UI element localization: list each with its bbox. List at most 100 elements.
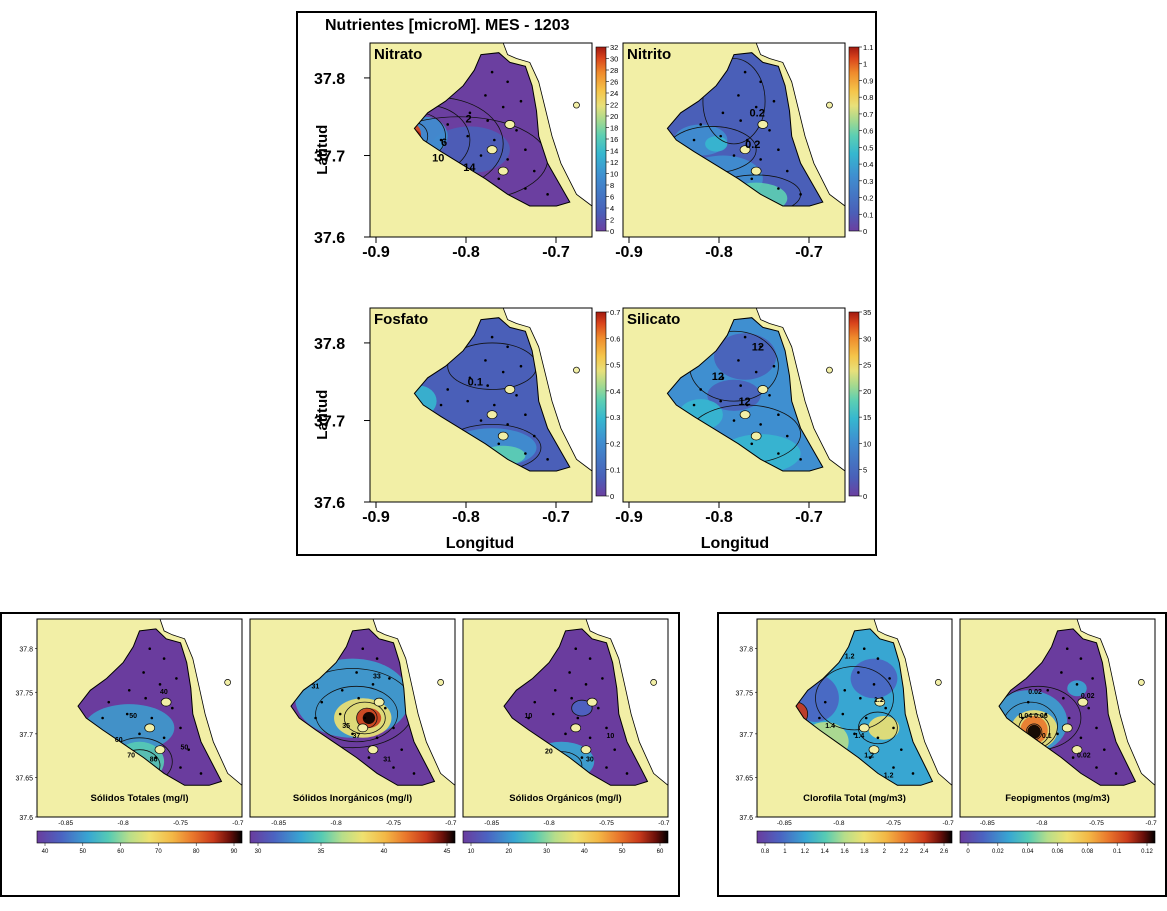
y-axis-label: Latitud bbox=[314, 125, 331, 175]
y-tick-label: 37.8 bbox=[19, 647, 33, 654]
panel-label: Feopigmentos (mg/m3) bbox=[1005, 793, 1110, 804]
coastline bbox=[873, 618, 953, 786]
panel-0: 40 50 60 70 80 50 Sólidos Totales (mg/l) -0.85 -… bbox=[36, 618, 244, 855]
station-dot bbox=[439, 403, 443, 407]
station-dot bbox=[506, 158, 509, 161]
station-dot bbox=[746, 403, 749, 407]
station-dot bbox=[392, 726, 395, 730]
solids-figure: 37.8 37.75 37.7 37.65 37.6 40 50 60 70 80 50 Sólido… bbox=[0, 612, 680, 897]
field-blob bbox=[414, 116, 448, 156]
x-tick-label: -0.8 bbox=[705, 244, 733, 261]
station-dot bbox=[1075, 683, 1079, 686]
field-blob bbox=[707, 379, 761, 411]
island bbox=[504, 120, 516, 129]
station-dot bbox=[1079, 657, 1083, 660]
station-dot bbox=[355, 671, 358, 674]
station-dot bbox=[911, 772, 915, 775]
station-dot bbox=[363, 716, 367, 720]
island bbox=[573, 366, 580, 374]
station-dot bbox=[605, 726, 608, 730]
station-dot bbox=[412, 772, 416, 775]
colorbar-tick-label: 1 bbox=[783, 849, 787, 855]
colorbar-tick-label: 0.1 bbox=[863, 210, 873, 219]
station-dot bbox=[101, 716, 104, 720]
contour-label: 12 bbox=[712, 371, 724, 383]
colorbar-tick-label: 25 bbox=[863, 361, 871, 370]
station-dot bbox=[580, 756, 584, 759]
colorbar-tick-label: 24 bbox=[610, 89, 618, 98]
contour-label: 80 bbox=[150, 757, 158, 764]
colorbar-tick-label: 0.04 bbox=[1022, 849, 1034, 855]
station-dot bbox=[613, 748, 616, 751]
contour-label: 1.4 bbox=[855, 733, 865, 740]
station-dot bbox=[892, 766, 895, 769]
colorbar-tick-label: 0.6 bbox=[610, 334, 620, 343]
station-dot bbox=[490, 335, 494, 339]
contour-line bbox=[815, 666, 894, 731]
colorbar-tick-label: 2.6 bbox=[940, 849, 949, 855]
panel-label: Sólidos Totales (mg/l) bbox=[91, 793, 189, 804]
station-dot bbox=[777, 187, 780, 190]
colorbar-tick-label: 26 bbox=[610, 78, 618, 87]
colorbar-tick-label: 6 bbox=[610, 193, 614, 202]
contour-line bbox=[857, 711, 898, 745]
station-dot bbox=[497, 177, 501, 181]
station-dot bbox=[876, 657, 880, 660]
colorbar-tick-label: 50 bbox=[79, 849, 86, 855]
station-dot bbox=[519, 99, 523, 103]
panel-border bbox=[369, 307, 593, 503]
contour-label: 0.02 bbox=[1077, 753, 1091, 760]
station-dot bbox=[868, 756, 872, 759]
colorbar-tick-label: 0 bbox=[966, 849, 970, 855]
x-axis-label: Longitud bbox=[446, 535, 514, 552]
x-tick-label: -0.7 bbox=[658, 820, 670, 827]
x-tick-label: -0.75 bbox=[386, 820, 401, 827]
station-dot bbox=[568, 671, 571, 674]
x-tick-label: -0.75 bbox=[599, 820, 614, 827]
station-dot bbox=[862, 647, 866, 650]
station-dot bbox=[750, 442, 754, 446]
colorbar-tick-label: 0.6 bbox=[863, 127, 873, 136]
station-dot bbox=[340, 688, 344, 692]
station-dot bbox=[818, 716, 821, 720]
station-dot bbox=[859, 696, 862, 700]
x-tick-label: -0.7 bbox=[942, 820, 954, 827]
panel-border bbox=[462, 618, 669, 818]
station-dot bbox=[553, 688, 557, 692]
contour-label: 2 bbox=[465, 114, 471, 126]
colorbar-tick-label: 0.02 bbox=[992, 849, 1004, 855]
station-dot bbox=[721, 111, 725, 115]
x-axis-label: Longitud bbox=[701, 535, 769, 552]
station-dot bbox=[357, 696, 360, 700]
station-dot bbox=[144, 696, 147, 700]
colorbar-tick-label: 90 bbox=[231, 849, 238, 855]
station-dot bbox=[479, 154, 483, 157]
colorbar-tick-label: 28 bbox=[610, 66, 618, 75]
island bbox=[826, 366, 833, 374]
station-dot bbox=[533, 700, 537, 704]
station-dot bbox=[721, 376, 725, 380]
island bbox=[739, 145, 751, 155]
contour-line bbox=[702, 58, 766, 145]
contour-label: 10 bbox=[432, 152, 444, 164]
station-dot bbox=[759, 423, 762, 426]
station-dot bbox=[388, 677, 391, 680]
station-dot bbox=[785, 169, 789, 173]
station-dot bbox=[777, 148, 780, 151]
sea-area bbox=[503, 43, 592, 206]
colorbar-tick-label: 1.2 bbox=[801, 849, 810, 855]
x-tick-label: -0.8 bbox=[833, 820, 845, 827]
colorbar bbox=[249, 830, 456, 844]
y-tick-label: 37.7 bbox=[739, 732, 753, 739]
island bbox=[357, 723, 369, 733]
sea-area bbox=[756, 308, 845, 471]
x-tick-label: -0.8 bbox=[330, 820, 342, 827]
island bbox=[437, 679, 444, 686]
station-dot bbox=[400, 748, 404, 751]
coastline bbox=[755, 307, 846, 472]
field-blob bbox=[362, 712, 376, 724]
colorbar-tick-label: 60 bbox=[657, 849, 664, 855]
colorbar-tick-label: 0.8 bbox=[863, 93, 873, 102]
